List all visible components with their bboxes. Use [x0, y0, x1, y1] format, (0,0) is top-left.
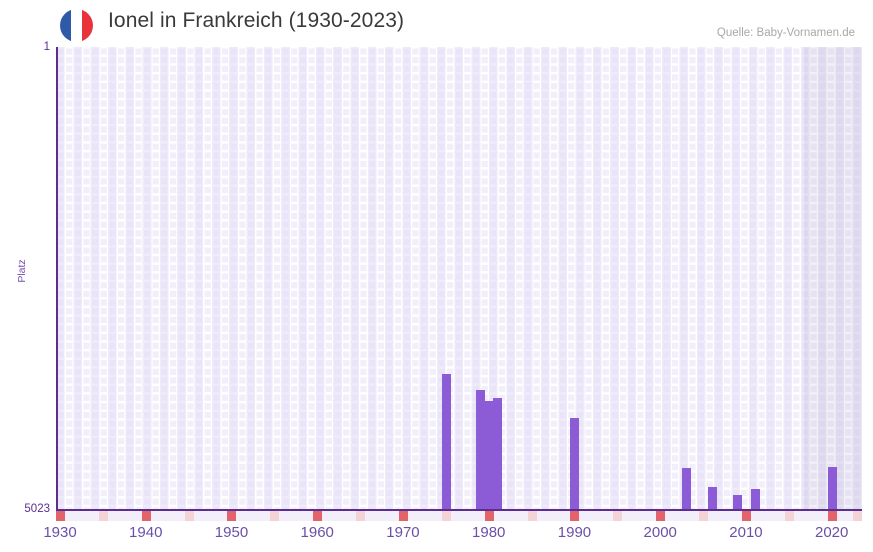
bar — [484, 400, 494, 511]
bar — [476, 389, 486, 511]
x-axis-tick-label: 1990 — [557, 524, 592, 541]
x-axis-tick-label: 2020 — [815, 524, 849, 541]
x-axis-tick-label: 1970 — [386, 524, 420, 541]
x-axis-marker-strip — [56, 511, 863, 521]
axis-marker-faint — [527, 511, 537, 521]
bar — [681, 468, 691, 511]
page-title: Ionel in Frankreich (1930-2023) — [108, 9, 405, 32]
chart-header: Ionel in Frankreich (1930-2023) Quelle: … — [0, 0, 873, 44]
axis-marker-strong — [484, 511, 494, 521]
axis-marker-faint — [784, 511, 794, 521]
x-axis-tick-label: 2000 — [643, 524, 677, 541]
bar — [441, 373, 451, 511]
axis-marker-faint — [270, 511, 280, 521]
x-axis-tick-label: 1980 — [472, 524, 506, 541]
axis-marker-strong — [570, 511, 580, 521]
y-axis-bottom-label: 5023 — [24, 503, 50, 515]
bar — [750, 489, 760, 511]
x-axis-line — [56, 509, 862, 511]
axis-marker-strong — [741, 511, 751, 521]
axis-marker-faint — [98, 511, 108, 521]
plot-area — [56, 47, 862, 511]
axis-marker-strong — [827, 511, 837, 521]
axis-marker-strong — [141, 511, 151, 521]
x-axis-tick-label: 1940 — [129, 524, 163, 541]
axis-marker-strong — [227, 511, 237, 521]
x-axis-tick-label: 2010 — [729, 524, 763, 541]
axis-marker-strong — [656, 511, 666, 521]
y-axis-top-label: 1 — [43, 41, 50, 53]
bar — [707, 486, 717, 511]
axis-marker-strong — [398, 511, 408, 521]
axis-marker-strong — [313, 511, 323, 521]
bar — [493, 398, 503, 511]
bar — [733, 495, 743, 511]
x-axis-tick-label: 1930 — [43, 524, 77, 541]
axis-marker-strong — [56, 511, 65, 521]
x-axis-tick-label: 1960 — [300, 524, 334, 541]
axis-marker-faint — [853, 511, 863, 521]
axis-marker-faint — [699, 511, 709, 521]
axis-marker-faint — [184, 511, 194, 521]
axis-marker-faint — [441, 511, 451, 521]
axis-marker-faint — [356, 511, 366, 521]
x-axis-tick-label: 1950 — [214, 524, 249, 541]
bar — [570, 418, 580, 511]
future-range-shade — [804, 47, 862, 511]
y-axis-title: Platz — [16, 259, 28, 283]
bar — [827, 467, 837, 511]
y-axis-line — [56, 47, 58, 511]
source-label: Quelle: Baby-Vornamen.de — [716, 27, 855, 39]
grid-column-tint — [56, 47, 862, 511]
axis-marker-faint — [613, 511, 623, 521]
france-flag-icon — [60, 9, 93, 42]
